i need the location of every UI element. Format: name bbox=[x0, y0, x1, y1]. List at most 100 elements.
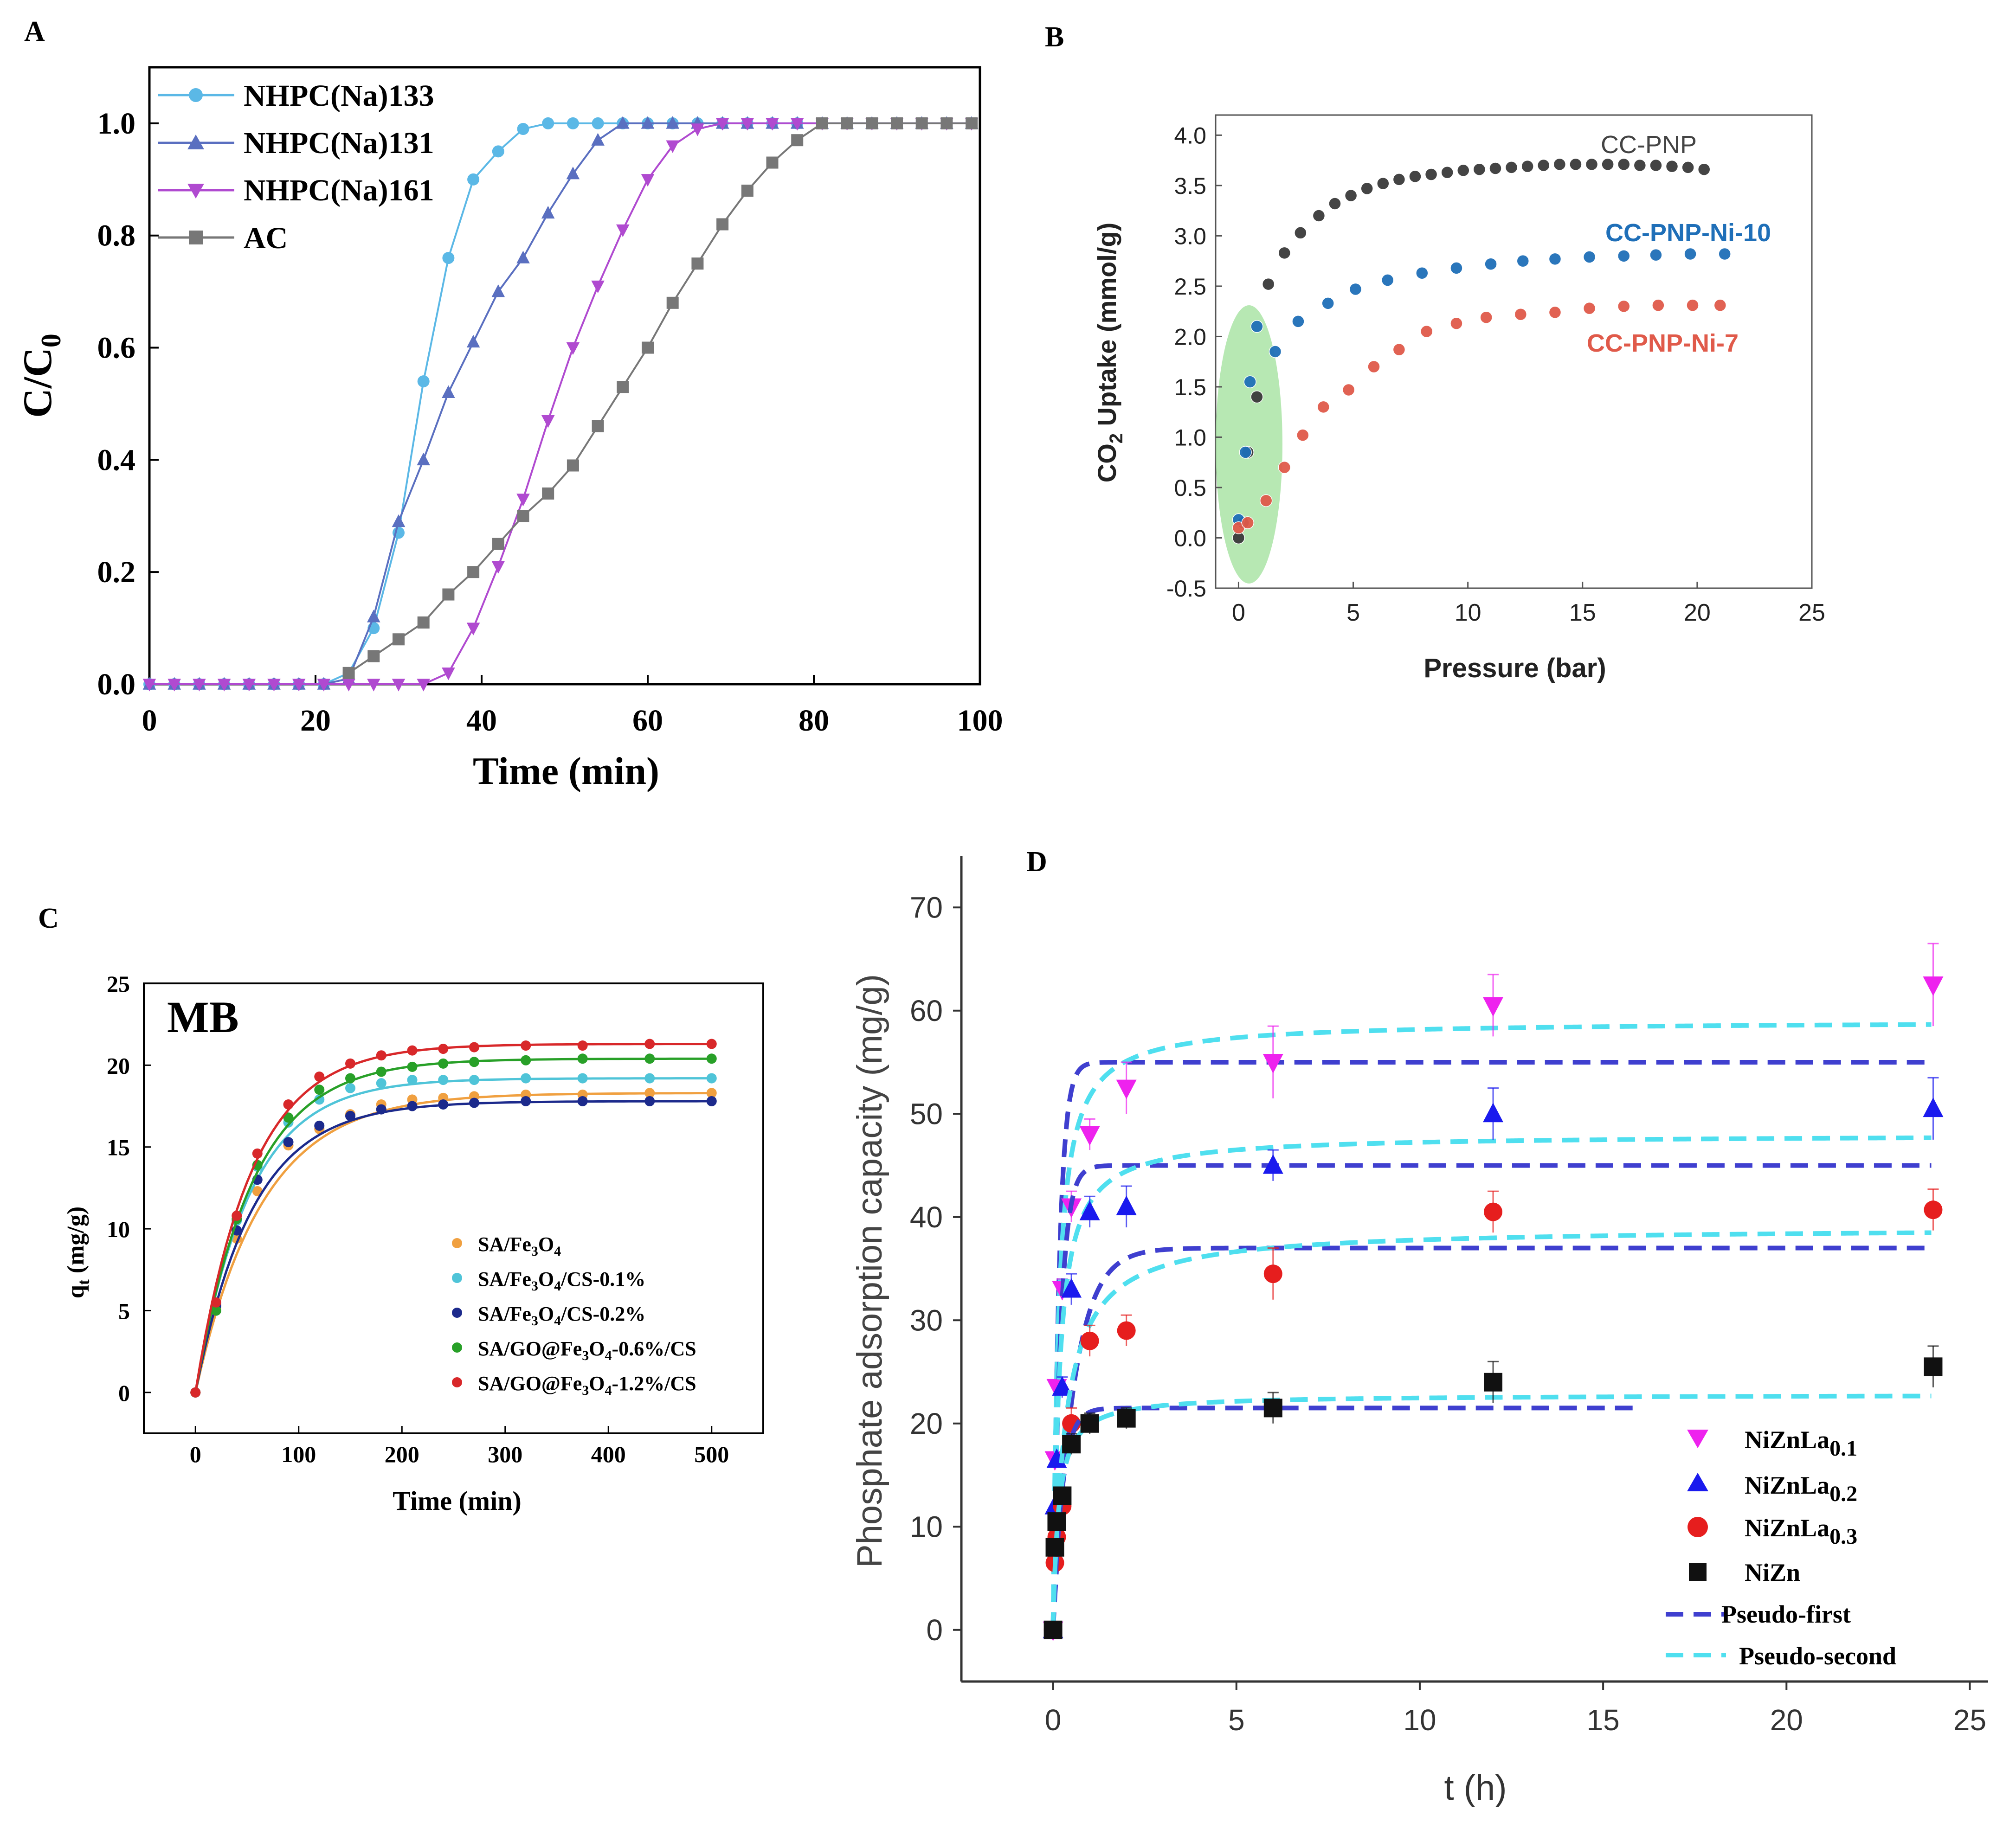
point-b-0-19 bbox=[1505, 161, 1518, 174]
point-a-0-14 bbox=[492, 145, 504, 158]
point-d-3-4 bbox=[1062, 1435, 1081, 1454]
series-c-fit-1 bbox=[194, 1077, 712, 1393]
point-c-3-14 bbox=[706, 1053, 717, 1064]
point-c-3-13 bbox=[644, 1053, 655, 1064]
point-a-3-16 bbox=[741, 185, 754, 197]
legend-c-marker-5 bbox=[452, 1377, 462, 1387]
point-b-0-24 bbox=[1585, 158, 1598, 171]
legend-d-marker-3 bbox=[1688, 1517, 1708, 1537]
point-a-2-3 bbox=[217, 679, 231, 692]
point-a-0-18 bbox=[592, 117, 604, 129]
point-b-0-30 bbox=[1681, 161, 1694, 174]
point-d-3-7 bbox=[1263, 1399, 1282, 1418]
panel-label-b: B bbox=[1045, 21, 1064, 53]
point-b-0-26 bbox=[1617, 158, 1630, 171]
point-b-2-18 bbox=[1713, 299, 1727, 312]
point-a-3-18 bbox=[791, 134, 804, 147]
x-tick-label-c-4: 400 bbox=[591, 1441, 626, 1467]
point-a-1-19 bbox=[616, 116, 630, 129]
series-d-pseudo-second-3 bbox=[1050, 1393, 1932, 1630]
series-a-line-2 bbox=[149, 122, 972, 685]
svg-text:C/C0: C/C0 bbox=[15, 334, 66, 418]
point-c-4-10 bbox=[469, 1042, 479, 1053]
legend-a-label-3: NHPC(Na)161 bbox=[244, 173, 434, 207]
point-b-1-10 bbox=[1450, 262, 1463, 275]
x-tick-label-b-3: 15 bbox=[1569, 599, 1596, 626]
legend-c-marker-4 bbox=[452, 1342, 462, 1353]
point-b-1-1 bbox=[1239, 446, 1252, 459]
y-tick-label-b-8: 3.5 bbox=[1174, 173, 1206, 199]
legend-a-marker-3 bbox=[187, 184, 204, 199]
point-a-2-4 bbox=[242, 679, 256, 692]
point-c-1-14 bbox=[706, 1073, 717, 1084]
point-d-0-7 bbox=[1262, 1054, 1283, 1073]
point-d-0-8 bbox=[1483, 997, 1504, 1017]
y-tick-label-d-6: 60 bbox=[910, 994, 943, 1027]
legend-c-label-4: SA/GO@Fe3O4-0.6%/CS bbox=[478, 1337, 696, 1363]
x-tick-label-a-4: 80 bbox=[799, 704, 829, 738]
point-a-0-11 bbox=[417, 375, 430, 388]
point-a-2-17 bbox=[566, 342, 580, 355]
point-a-1-9 bbox=[367, 610, 380, 623]
point-b-0-16 bbox=[1457, 164, 1470, 177]
point-c-4-11 bbox=[521, 1040, 531, 1051]
axis-ticks-a: 0 20 40 60 80 100 0.0 0.2 0.4 0.6 0.8 1.0 bbox=[97, 107, 1003, 738]
point-a-2-25 bbox=[766, 118, 779, 131]
y-tick-label-b-4: 1.5 bbox=[1174, 374, 1206, 400]
point-b-1-15 bbox=[1617, 250, 1630, 263]
point-d-3-1 bbox=[1045, 1538, 1064, 1557]
legend-c-label-5: SA/GO@Fe3O4-1.2%/CS bbox=[478, 1372, 696, 1398]
point-c-1-6 bbox=[345, 1083, 355, 1093]
point-a-2-9 bbox=[367, 679, 380, 692]
panel-label-c: C bbox=[38, 903, 59, 934]
plot-frame-b bbox=[1215, 114, 1813, 589]
legend-d-label-3: NiZnLa0.3 bbox=[1745, 1514, 1857, 1549]
y-tick-label-d-3: 30 bbox=[910, 1303, 943, 1337]
x-tick-label-b-1: 5 bbox=[1346, 599, 1360, 626]
x-tick-label-c-0: 0 bbox=[190, 1441, 201, 1467]
point-c-4-3 bbox=[252, 1148, 263, 1159]
x-tick-label-d-3: 15 bbox=[1587, 1703, 1620, 1737]
series-c-3 bbox=[190, 1053, 717, 1398]
point-c-1-10 bbox=[469, 1075, 479, 1085]
point-d-0-9 bbox=[1923, 976, 1944, 996]
point-a-0-16 bbox=[542, 117, 554, 129]
point-d-1-3 bbox=[1052, 1376, 1073, 1396]
point-a-2-11 bbox=[417, 679, 430, 692]
point-c-1-7 bbox=[376, 1078, 386, 1089]
point-b-2-8 bbox=[1392, 343, 1406, 356]
point-b-1-3 bbox=[1250, 320, 1263, 333]
series-a-line-0 bbox=[149, 122, 972, 685]
point-a-3-7 bbox=[517, 510, 529, 522]
y-tick-label-a-5: 1.0 bbox=[97, 107, 136, 141]
series-c-fit-2 bbox=[194, 1100, 712, 1393]
point-b-1-13 bbox=[1548, 252, 1562, 266]
point-c-3-8 bbox=[407, 1061, 418, 1072]
x-tick-label-b-4: 20 bbox=[1684, 599, 1711, 626]
x-axis-label-a: Time (min) bbox=[473, 750, 659, 793]
series-d-pseudo-first-0 bbox=[1050, 1060, 1932, 1630]
x-tick-label-c-3: 300 bbox=[488, 1441, 522, 1467]
point-b-1-12 bbox=[1516, 254, 1530, 268]
point-a-3-20 bbox=[841, 117, 853, 129]
point-c-4-0 bbox=[190, 1387, 201, 1398]
y-tick-label-b-0: -0.5 bbox=[1166, 576, 1206, 602]
panel-c: C MB 0 100 200 300 400 500 0 5 10 15 20 25 Time (mi… bbox=[38, 903, 764, 1516]
point-b-2-9 bbox=[1420, 325, 1433, 338]
point-d-1-7 bbox=[1262, 1154, 1283, 1174]
point-c-2-8 bbox=[407, 1101, 418, 1111]
point-b-0-6 bbox=[1294, 226, 1307, 239]
point-a-3-14 bbox=[691, 257, 704, 270]
point-b-1-6 bbox=[1321, 297, 1334, 310]
x-tick-label-a-2: 40 bbox=[466, 704, 497, 738]
point-b-0-27 bbox=[1633, 159, 1647, 172]
point-d-1-5 bbox=[1079, 1200, 1100, 1220]
x-tick-label-c-5: 500 bbox=[694, 1441, 729, 1467]
point-c-4-6 bbox=[345, 1058, 355, 1069]
point-c-3-9 bbox=[438, 1058, 449, 1069]
y-tick-label-c-2: 10 bbox=[107, 1216, 130, 1242]
legend-d-marker-2 bbox=[1687, 1473, 1708, 1491]
series-d-pseudo-second-0 bbox=[1050, 1022, 1932, 1630]
legend-c-marker-2 bbox=[452, 1273, 462, 1283]
x-axis-label-b: Pressure (bar) bbox=[1423, 653, 1606, 683]
